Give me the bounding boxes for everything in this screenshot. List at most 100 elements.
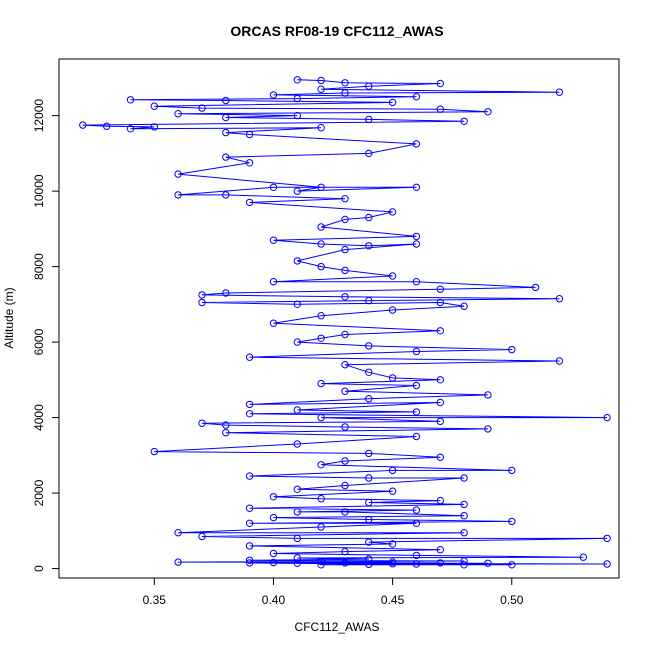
data-point [436, 453, 444, 461]
data-point [293, 559, 301, 567]
data-point [341, 330, 349, 339]
data-point [436, 79, 444, 88]
data-point [269, 236, 278, 244]
data-point [412, 432, 421, 441]
data-point [198, 104, 206, 112]
data-point [412, 140, 421, 148]
data-point [484, 108, 492, 116]
data-point [555, 295, 564, 303]
data-point [269, 91, 278, 99]
data-point [174, 529, 182, 537]
data-point [436, 546, 444, 554]
data-point [365, 498, 373, 507]
data-point [317, 262, 325, 271]
data-point [484, 559, 492, 567]
data-point [412, 240, 421, 248]
data-point [245, 519, 254, 527]
data-point [436, 398, 444, 407]
data-point [245, 353, 254, 361]
data-point [388, 98, 397, 107]
data-point [269, 319, 278, 327]
series-line [82, 79, 608, 566]
data-point [269, 183, 278, 192]
plot-frame [58, 58, 620, 579]
data-point [198, 419, 206, 427]
data-point [365, 296, 373, 305]
data-point [365, 395, 373, 403]
data-point [341, 481, 349, 490]
data-point [341, 215, 349, 224]
data-point [222, 289, 230, 297]
data-point [412, 232, 421, 241]
data-point [436, 417, 444, 426]
data-point [317, 124, 325, 132]
data-point [436, 105, 444, 113]
data-point [293, 485, 301, 493]
data-point [388, 540, 397, 548]
data-point [365, 515, 373, 524]
data-point [317, 183, 325, 192]
data-point [484, 391, 492, 399]
data-point [222, 429, 230, 437]
data-point [341, 423, 349, 431]
data-point [460, 474, 468, 482]
data-point [365, 115, 373, 124]
data-point [245, 198, 254, 207]
data-point [436, 327, 444, 335]
data-point [245, 400, 254, 409]
data-point [388, 374, 397, 382]
chart-title: ORCAS RF08-19 CFC112_AWAS [230, 23, 443, 39]
data-point [269, 493, 278, 501]
data-point [293, 76, 301, 84]
y-axis-label: Altitude (m) [2, 287, 16, 348]
y-tick-label: 12000 [32, 99, 46, 133]
data-point [603, 413, 611, 422]
data-point [222, 128, 230, 137]
data-point [460, 302, 468, 310]
data-point [341, 79, 349, 87]
data-point [508, 561, 516, 569]
data-point [174, 110, 182, 118]
data-point [341, 457, 349, 465]
data-point [460, 529, 468, 537]
data-point [222, 113, 230, 122]
data-point [341, 559, 349, 567]
data-point [317, 561, 325, 569]
data-point [245, 556, 254, 564]
data-point [293, 406, 301, 414]
data-point [365, 149, 373, 158]
data-point [603, 534, 611, 543]
data-point [388, 306, 397, 314]
data-point [317, 76, 325, 85]
data-point [365, 368, 373, 376]
data-point [198, 291, 206, 299]
data-point [341, 361, 349, 369]
data-point [293, 94, 301, 103]
data-point [245, 472, 254, 480]
data-point [245, 559, 254, 567]
data-point [317, 379, 325, 388]
data-point [460, 512, 468, 520]
data-point [436, 376, 444, 384]
data-point [412, 381, 421, 390]
data-point [293, 534, 301, 543]
data-point [436, 559, 444, 567]
data-point [245, 504, 254, 512]
data-point [341, 547, 349, 556]
data-point [222, 191, 230, 199]
data-point [245, 130, 254, 139]
data-point [436, 298, 444, 307]
data-point [365, 555, 373, 563]
y-axis: 0 2000 4000 6000 8000 10000 12000 [32, 99, 60, 572]
data-point [222, 153, 230, 161]
data-point [341, 387, 349, 395]
data-point [293, 554, 301, 562]
data-point [317, 461, 325, 469]
data-point [508, 466, 516, 475]
data-point [412, 93, 421, 101]
data-point [126, 96, 135, 104]
data-point [103, 122, 111, 130]
data-point [412, 183, 421, 192]
data-point [317, 312, 325, 320]
